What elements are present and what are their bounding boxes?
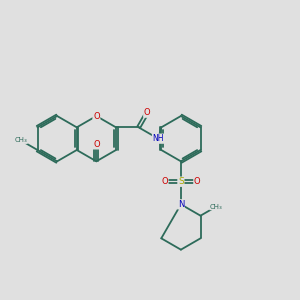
- Text: S: S: [178, 177, 184, 186]
- Text: O: O: [144, 108, 150, 117]
- Text: O: O: [161, 177, 168, 186]
- Text: CH₃: CH₃: [14, 137, 27, 143]
- Text: O: O: [93, 112, 100, 121]
- Text: O: O: [194, 177, 200, 186]
- Text: O: O: [93, 140, 100, 149]
- Text: NH: NH: [152, 134, 164, 143]
- Text: CH₃: CH₃: [210, 204, 223, 210]
- Text: N: N: [178, 200, 184, 209]
